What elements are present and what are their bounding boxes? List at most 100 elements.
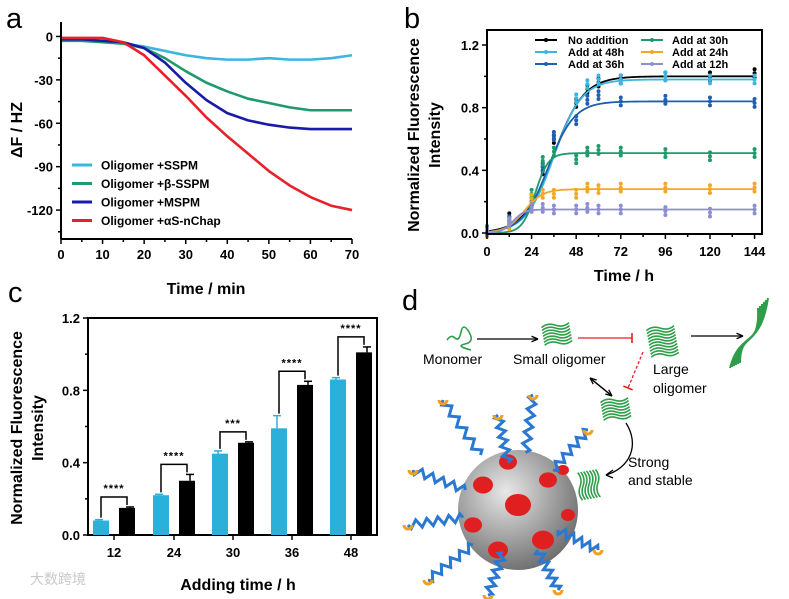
b-legend-marker-1 [544,50,548,54]
hydrophobic-patch [561,509,575,521]
watermark: 大数跨境 [30,571,86,587]
a-x-tick-label: 70 [345,247,359,262]
b-data-point [618,145,623,150]
fibril-strand [648,336,677,344]
b-data-point [596,183,601,188]
b-data-point [618,73,623,78]
b-data-point [596,89,601,94]
b-ylabel-line2: Intensity [427,102,444,168]
a-series-line-2 [61,38,352,131]
c-significance-bracket [337,336,365,376]
b-data-point [707,81,712,86]
c-y-tick-label: 1.2 [62,311,80,326]
b-data-point [596,73,601,78]
fibril-strand [650,351,680,358]
c-bar-cyan [271,428,287,535]
b-data-point [663,101,668,106]
b-data-point [585,153,590,158]
small-oligomer-icon [540,322,573,346]
c-ylabel-line2: Intensity [30,395,47,461]
b-data-point [574,207,579,212]
b-data-point [663,97,668,102]
a-legend-label-1: Oligomer +β-SSPM [101,177,209,191]
fibril-strand [580,471,587,501]
c-significance-bracket [160,463,188,493]
b-data-point [663,74,668,79]
b-data-point [551,145,556,150]
b-legend-marker-4 [650,50,654,54]
b-data-point [585,185,590,190]
b-data-point [618,203,623,208]
b-data-point [707,95,712,100]
fibril-strand [599,397,629,404]
b-data-point [574,114,579,119]
ligand-cap [552,589,564,596]
diagram-panel-d: Monomer Small oligomer Large oligomer St… [402,297,769,599]
b-data-point [663,205,668,210]
b-data-point [551,191,556,196]
b-data-point [574,122,579,127]
b-data-point [596,147,601,152]
b-data-point [707,210,712,215]
b-x-tick-label: 24 [524,244,539,259]
b-data-point [707,206,712,211]
b-data-point [574,96,579,101]
b-data-point [551,211,556,216]
fibril-strand [591,469,598,499]
ligand-cap [422,579,434,586]
label-large-oligomer-1: Large [653,361,689,377]
b-data-point [752,67,757,72]
c-x-tick-label: 48 [344,545,358,560]
b-data-point [551,203,556,208]
b-data-point [507,211,512,216]
c-significance-bracket [278,370,306,414]
label-monomer: Monomer [423,351,482,367]
b-data-point [551,129,556,134]
b-data-point [551,137,556,142]
panel-label-a: a [6,3,23,35]
label-strong: Strong [628,454,669,470]
b-legend-marker-3 [650,38,654,42]
b-data-point [752,185,757,190]
fibril-strand [541,325,571,332]
c-bar-black [179,480,195,535]
label-stable: and stable [628,472,693,488]
polymer-chain [483,551,508,597]
fibril-strand [602,408,631,416]
b-data-point [585,93,590,98]
b-data-point [529,196,534,201]
b-data-point [752,147,757,152]
polymer-chain [552,427,589,473]
binding-arrow [605,422,634,476]
c-bar-black [119,507,135,535]
a-legend-label-3: Oligomer +αS-nChap [101,214,221,228]
polymer-chain [411,466,467,494]
b-data-point [618,185,623,190]
b-legend-label-5: Add at 12h [672,59,729,71]
c-bar-cyan [212,453,228,535]
b-data-point [752,100,757,105]
hydrophobic-patch [505,493,531,517]
ligand-cap [592,549,604,556]
b-data-point [707,150,712,155]
fibril-strand [543,336,573,343]
ligand-cap [482,594,494,599]
fibril-strand [647,333,677,341]
fibril-strand [648,339,678,346]
hydrophobic-patch [488,541,508,559]
b-data-point [618,207,623,212]
c-bar-cyan [93,520,109,535]
c-y-tick-label: 0.0 [62,528,80,543]
ligand-cap [402,524,414,531]
b-data-point [618,211,623,216]
b-data-point [574,187,579,192]
b-data-point [585,78,590,83]
c-significance-label: **** [163,450,184,462]
a-y-tick-label: -30 [34,73,53,88]
ligand-cap [437,399,449,406]
b-data-point [752,104,757,109]
a-y-tick-label: -120 [27,203,53,218]
b-x-tick-label: 96 [658,244,672,259]
b-y-tick-label: 0.4 [461,163,480,178]
